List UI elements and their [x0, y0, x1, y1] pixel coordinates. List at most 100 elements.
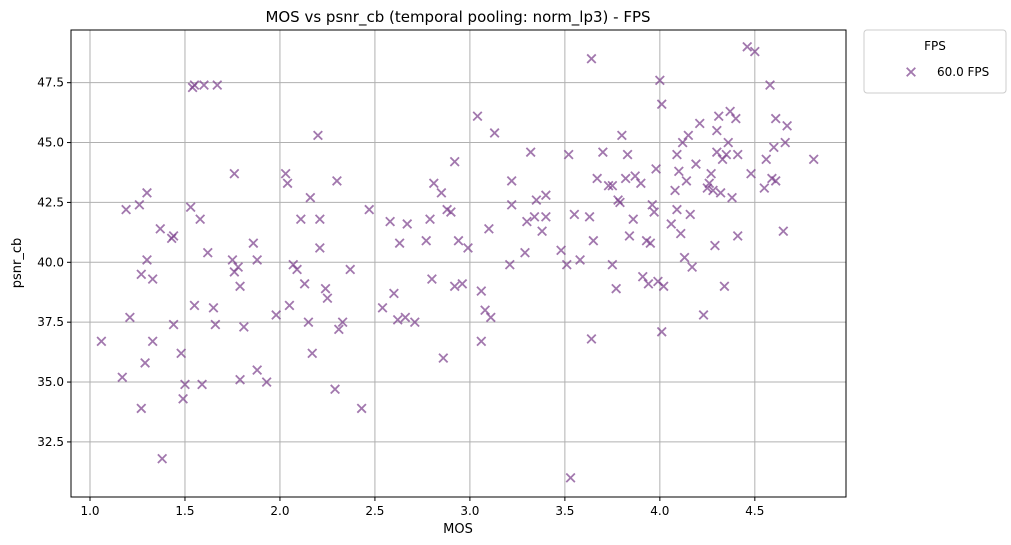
data-point [261, 377, 272, 387]
data-point [725, 106, 736, 117]
data-point [770, 175, 781, 186]
data-point [233, 262, 244, 273]
data-point [672, 149, 682, 160]
data-point [252, 365, 263, 376]
data-point [295, 214, 306, 225]
data-point [540, 211, 551, 222]
data-point [197, 379, 208, 390]
data-point [637, 271, 648, 282]
data-point [189, 80, 200, 91]
data-point [778, 226, 789, 237]
data-point [521, 216, 532, 227]
data-point [673, 166, 684, 177]
chart-title: MOS vs psnr_cb (temporal pooling: norm_l… [265, 8, 650, 27]
data-point [782, 120, 793, 131]
data-point [385, 216, 396, 227]
data-point [421, 235, 432, 246]
data-point [453, 235, 464, 246]
data-point [457, 278, 468, 289]
y-axis-ticks: 32.5 35.0 37.5 40.0 42.5 45.0 47.5 [37, 76, 71, 449]
data-point [727, 192, 737, 203]
data-point [142, 254, 152, 265]
data-point [607, 180, 618, 191]
data-point [314, 214, 325, 225]
y-tick-label: 35.0 [37, 375, 64, 389]
data-point [563, 149, 574, 160]
y-tick-label: 45.0 [37, 136, 64, 150]
data-point [472, 111, 483, 122]
data-point [178, 393, 189, 404]
data-point [706, 168, 717, 179]
x-tick-label: 4.0 [650, 504, 669, 518]
data-point [656, 326, 667, 337]
data-point [168, 231, 179, 241]
data-point [121, 204, 132, 215]
data-point [402, 219, 413, 229]
data-point [449, 281, 460, 292]
data-point [356, 403, 367, 414]
data-point [463, 242, 473, 253]
data-point [449, 156, 460, 167]
data-point [284, 300, 295, 311]
data-point [426, 274, 437, 285]
data-point [136, 403, 147, 414]
data-point [337, 317, 348, 328]
data-point [713, 111, 724, 122]
data-point [506, 175, 517, 186]
x-tick-label: 1.0 [80, 504, 99, 518]
data-point [195, 214, 206, 225]
data-point [235, 374, 245, 385]
data-point [643, 278, 654, 289]
data-point [732, 231, 743, 241]
data-point [185, 202, 196, 213]
data-point [645, 238, 656, 249]
data-point [622, 149, 633, 160]
data-point [537, 226, 548, 237]
data-point [199, 80, 209, 91]
data-point [808, 154, 819, 165]
grid [71, 30, 846, 497]
data-point [248, 238, 259, 249]
data-point [670, 185, 680, 196]
data-point [312, 130, 323, 141]
data-point [189, 300, 200, 311]
data-point [616, 130, 627, 141]
data-point [624, 231, 635, 241]
data-point [721, 149, 732, 160]
data-point [749, 46, 760, 57]
data-point [765, 80, 775, 91]
data-point [677, 137, 688, 148]
data-point [635, 178, 646, 189]
data-point [708, 185, 718, 196]
x-tick-label: 2.5 [365, 504, 384, 518]
data-point [607, 259, 618, 270]
data-point [679, 252, 690, 263]
data-point [210, 319, 221, 330]
data-point [658, 281, 669, 292]
data-point [685, 209, 696, 220]
legend-marker [906, 67, 916, 77]
data-point [704, 178, 715, 189]
data-point [331, 175, 342, 186]
data-point [759, 183, 770, 193]
data-point [333, 324, 344, 335]
data-point [656, 99, 667, 110]
legend: FPS 60.0 FPS [863, 29, 1007, 94]
data-point [683, 130, 694, 141]
data-point [575, 254, 586, 265]
data-point [305, 192, 316, 203]
data-point [134, 199, 145, 210]
data-point [476, 286, 487, 296]
data-point [303, 317, 314, 328]
data-point [299, 278, 310, 289]
legend-entry-label: 60.0 FPS [937, 65, 989, 79]
data-point [504, 259, 515, 270]
data-point [698, 310, 709, 320]
data-point [723, 137, 734, 148]
data-point [711, 147, 722, 158]
x-tick-label: 1.5 [175, 504, 194, 518]
data-point [136, 269, 147, 280]
data-point [168, 319, 179, 330]
data-point [556, 245, 567, 256]
data-point [687, 262, 698, 273]
